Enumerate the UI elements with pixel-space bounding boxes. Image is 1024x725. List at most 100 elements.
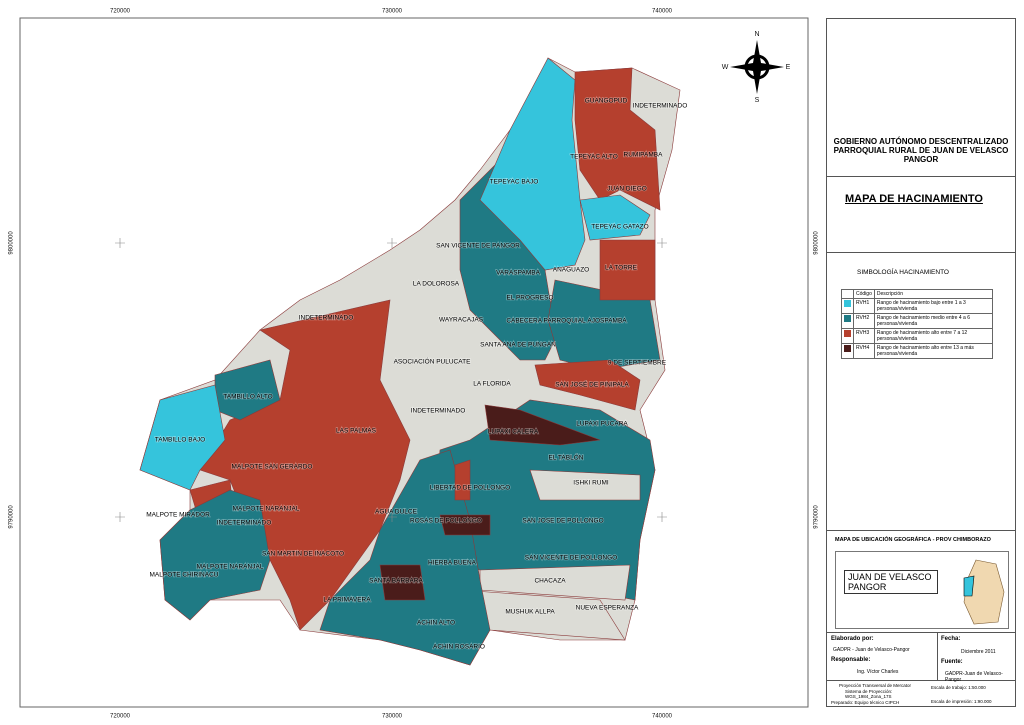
place-label: RUMIPAMBA [624, 152, 664, 159]
legend-code: RVH3 [853, 328, 875, 344]
region [379, 564, 426, 601]
inset-map [963, 559, 1005, 625]
region [484, 404, 601, 446]
legend-swatch-cell [841, 328, 854, 344]
place-label: SAN VICENTE DE POLLONGO [525, 555, 617, 562]
legend-description: Rango de hacinamiento bajo entre 1 a 3 p… [873, 298, 994, 314]
x-coord-label: 740000 [652, 9, 673, 15]
x-coord-label: 740000 [652, 714, 673, 720]
place-label: GUANGOPUD [585, 98, 628, 105]
legend-swatch [844, 300, 851, 307]
legend-description: Rango de hacinamiento alto entre 13 a má… [873, 343, 994, 359]
place-label: ROSAS DE POLLONGO [410, 518, 482, 525]
legend-row: RVH4 Rango de hacinamiento alto entre 13 … [841, 343, 994, 359]
place-label: LAS PALMAS [336, 428, 377, 435]
place-label: NUEVA ESPERANZA [576, 605, 639, 612]
place-label: INDETERMINADO [217, 520, 272, 527]
place-label: LA TORRE [605, 265, 638, 272]
region [599, 239, 656, 301]
legend-swatch-head [841, 289, 854, 299]
place-label: LIBERTAD DE POLLONGO [430, 485, 510, 492]
made-by: GADPR - Juan de Velasco-Pangor [833, 647, 910, 653]
region [529, 469, 641, 501]
x-coord-label: 720000 [110, 9, 131, 15]
place-label: SANTA BARBARA [369, 578, 423, 585]
compass-e: E [786, 64, 791, 71]
responsible: Ing. Víctor Charles [857, 669, 899, 675]
inset-frame: JUAN DE VELASCO PANGOR [835, 551, 1009, 629]
place-label: ASOCIACIÓN PULUCATE [394, 357, 471, 366]
y-coord-label: 9800000 [814, 231, 820, 255]
place-label: MUSHUK ALLPA [505, 609, 555, 616]
place-label: INDETERMINADO [633, 103, 688, 110]
legend: SIMBOLOGÍA HACINAMIENTO Código Descripció… [827, 253, 1015, 531]
place-label: LUPAXI PUCARA [576, 421, 628, 428]
place-label: ACHIN ROSARIO [433, 644, 485, 651]
grid-cross [115, 512, 125, 522]
place-label: ANAGUAZO [553, 267, 589, 274]
projection: Sistema de Proyección: [845, 688, 893, 694]
compass-star [730, 40, 784, 94]
place-label: LA PRIMAVERA [323, 597, 371, 604]
place-label: ISHKI RUMI [573, 480, 609, 487]
grid-cross [387, 512, 397, 522]
header: GOBIERNO AUTÓNOMO DESCENTRALIZADO PARROQ… [827, 19, 1015, 177]
region [574, 67, 661, 211]
place-label: INDETERMINADO [411, 408, 466, 415]
place-label: EL TABLÓN [549, 453, 584, 462]
map-title: MAPA DE HACINAMIENTO [845, 193, 983, 205]
y-coord-label: 9800000 [9, 231, 15, 255]
place-label: 9 DE SEPTIEMBRE [608, 360, 667, 367]
place-label: VARASPAMBA [496, 270, 540, 277]
place-label: ACHIN ALTO [417, 620, 455, 627]
grid-cross [657, 512, 667, 522]
place-label: LA DOLOROSA [413, 281, 460, 288]
legend-row: RVH1 Rango de hacinamiento bajo entre 1 a… [841, 298, 994, 314]
place-label: INDETERMINADO [299, 315, 354, 322]
grid-crosses [115, 238, 667, 522]
region [579, 194, 651, 241]
place-label: SAN JOSÉ DE PINIPALA [555, 380, 629, 389]
place-label: LUPAXI CALERA [488, 429, 539, 436]
divider [937, 633, 938, 681]
grid-cross [115, 238, 125, 248]
legend-swatch-cell [841, 313, 854, 329]
place-label: MALPOTE NARANJAL [197, 564, 264, 571]
date: Diciembre 2011 [961, 649, 996, 655]
place-label: CABECERA PARROQUIAL [506, 318, 586, 325]
legend-table: Código Descripción RVH1 Rango de hacinamien… [841, 289, 994, 359]
work-scale: Escala de trabajo: 1:50.000 [931, 685, 986, 690]
place-label: CHACAZA [534, 578, 566, 585]
legend-code: RVH1 [853, 298, 875, 314]
place-label: MALPOTE CHIRINACU [150, 572, 219, 579]
compass-w: W [722, 64, 729, 71]
grid-cross [387, 238, 397, 248]
legend-code: RVH4 [853, 343, 875, 359]
place-label: HIERBA BUENA [428, 560, 477, 567]
regions [139, 57, 681, 666]
projection: Proyección Transversal de Mercator [839, 683, 912, 688]
region [454, 459, 471, 501]
legend-swatch-cell [841, 298, 854, 314]
place-label: SANTA ANA DE PUNGAN [480, 342, 556, 349]
parish [963, 575, 975, 597]
place-label: TAMBILLO BAJO [155, 437, 205, 444]
place-label: SAN JOSE DE POLLONGO [522, 518, 603, 525]
place-label: WAYRACAJAS [439, 317, 484, 324]
legend-title: SIMBOLOGÍA HACINAMIENTO [857, 269, 949, 276]
made-by-label: Elaborado por: [831, 636, 874, 642]
place-label: MALPOTE SAN GERARDO [232, 464, 313, 471]
region [439, 514, 491, 536]
region [534, 359, 641, 411]
title-box: MAPA DE HACINAMIENTO [827, 177, 1015, 253]
legend-row: RVH3 Rango de hacinamiento alto entre 7 a… [841, 328, 994, 344]
prepared: Preparado: Equipo técnico CIPCH [831, 699, 900, 705]
legend-head: Código [853, 289, 875, 299]
x-coord-label: 730000 [382, 9, 403, 15]
org-title: GOBIERNO AUTÓNOMO DESCENTRALIZADO PARROQ… [833, 137, 1009, 164]
x-coord-label: 730000 [382, 714, 403, 720]
place-label: MALPOTE NARANJAL [233, 506, 300, 513]
source: GADPR-Juan de Velasco-Pangor [945, 671, 1003, 683]
